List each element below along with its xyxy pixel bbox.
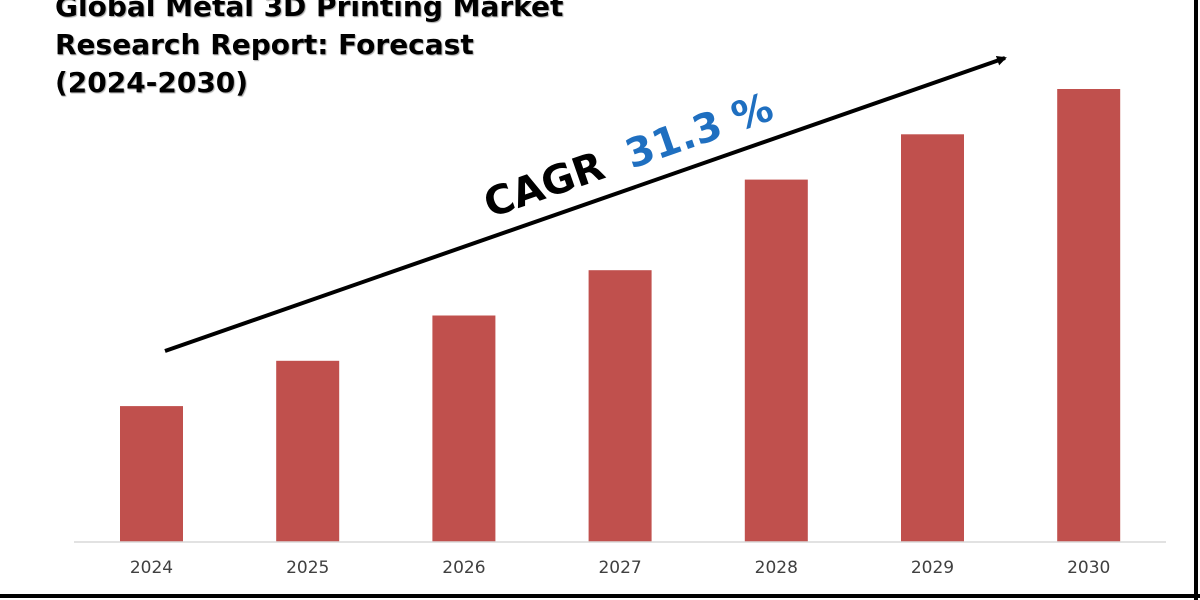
cagr-annotation: CAGR 31.3 % <box>478 84 779 227</box>
bar-2030 <box>1057 89 1121 542</box>
bar-2027 <box>588 270 652 542</box>
title-line-2: Research Report: Forecast <box>55 28 474 61</box>
cagr-label: CAGR <box>478 143 610 227</box>
bar-2028 <box>744 179 808 542</box>
x-tick-labels: 2024 2025 2026 2027 2028 2029 2030 <box>130 558 1110 578</box>
x-tick-label-2025: 2025 <box>286 558 329 578</box>
bar-2026 <box>432 315 496 542</box>
x-tick-label-2027: 2027 <box>598 558 641 578</box>
x-tick-label-2028: 2028 <box>755 558 798 578</box>
trend-arrow <box>164 55 1007 353</box>
bar-2029 <box>901 134 964 543</box>
bar-2025 <box>276 360 340 542</box>
x-tick-label-2029: 2029 <box>911 558 954 578</box>
x-tick-label-2024: 2024 <box>130 558 173 578</box>
bars-group <box>120 89 1121 543</box>
bar-2024 <box>120 406 183 542</box>
title-line-3: (2024-2030) <box>55 66 249 99</box>
x-tick-label-2030: 2030 <box>1067 558 1110 578</box>
x-tick-label-2026: 2026 <box>442 558 485 578</box>
chart-title: Global Metal 3D Printing Market Research… <box>55 0 615 102</box>
title-line-1: Global Metal 3D Printing Market <box>55 0 564 23</box>
